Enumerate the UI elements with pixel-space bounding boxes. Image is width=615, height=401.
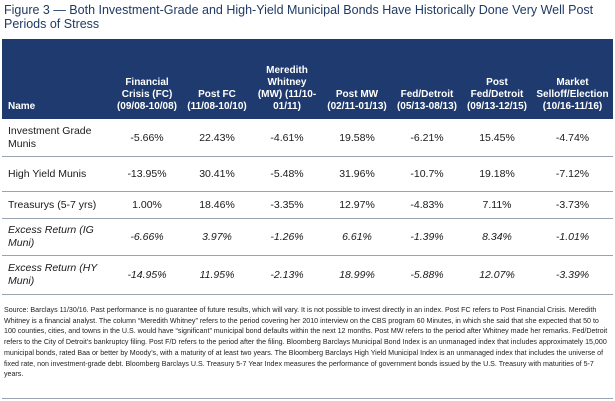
- table-row: Excess Return (IG Muni) -6.66% 3.97% -1.…: [2, 218, 613, 256]
- column-header-post-mw: Post MW (02/11-01/13): [322, 39, 392, 119]
- table-cell: -2.13%: [252, 255, 322, 295]
- table-cell: -6.21%: [392, 119, 462, 157]
- table-cell: 1.00%: [112, 191, 182, 219]
- table-row: Treasurys (5-7 yrs) 1.00% 18.46% -3.35% …: [2, 191, 613, 219]
- table-cell: -5.48%: [252, 156, 322, 192]
- table-cell: -1.39%: [392, 218, 462, 256]
- table-cell: 15.45%: [462, 119, 532, 157]
- table-cell: -1.01%: [532, 218, 613, 256]
- bottom-divider: [2, 398, 613, 399]
- column-header-post-fed-detroit: Post Fed/Detroit (09/13-12/15): [462, 39, 532, 119]
- returns-table: Name Financial Crisis (FC) (09/08-10/08)…: [2, 39, 613, 295]
- table-cell: 18.99%: [322, 255, 392, 295]
- column-header-market-selloff: Market Selloff/Election (10/16-11/16): [532, 39, 613, 119]
- table-row: High Yield Munis -13.95% 30.41% -5.48% 3…: [2, 156, 613, 192]
- table-cell: 31.96%: [322, 156, 392, 192]
- table-cell: 22.43%: [182, 119, 252, 157]
- table-cell: 12.97%: [322, 191, 392, 219]
- table-cell: -14.95%: [112, 255, 182, 295]
- table-cell: -6.66%: [112, 218, 182, 256]
- row-label: High Yield Munis: [2, 156, 112, 192]
- table-cell: -5.88%: [392, 255, 462, 295]
- table-cell: 8.34%: [462, 218, 532, 256]
- table-cell: 12.07%: [462, 255, 532, 295]
- table-cell: 18.46%: [182, 191, 252, 219]
- row-label: Treasurys (5-7 yrs): [2, 191, 112, 219]
- table-row: Excess Return (HY Muni) -14.95% 11.95% -…: [2, 255, 613, 295]
- table-cell: -10.7%: [392, 156, 462, 192]
- row-label: Excess Return (IG Muni): [2, 218, 112, 256]
- table-cell: -4.83%: [392, 191, 462, 219]
- table-cell: -7.12%: [532, 156, 613, 192]
- row-label: Investment Grade Munis: [2, 119, 112, 157]
- table-cell: -3.39%: [532, 255, 613, 295]
- table-cell: -4.74%: [532, 119, 613, 157]
- table-cell: 3.97%: [182, 218, 252, 256]
- table-cell: -3.73%: [532, 191, 613, 219]
- row-label: Excess Return (HY Muni): [2, 255, 112, 295]
- table-cell: -1.26%: [252, 218, 322, 256]
- table-cell: 19.58%: [322, 119, 392, 157]
- table-cell: 7.11%: [462, 191, 532, 219]
- table-header-row: Name Financial Crisis (FC) (09/08-10/08)…: [2, 39, 613, 119]
- table-cell: -5.66%: [112, 119, 182, 157]
- table-cell: -3.35%: [252, 191, 322, 219]
- column-header-fed-detroit: Fed/Detroit (05/13-08/13): [392, 39, 462, 119]
- figure-title: Figure 3 — Both Investment-Grade and Hig…: [4, 3, 594, 31]
- column-header-name: Name: [2, 39, 112, 119]
- table-cell: -13.95%: [112, 156, 182, 192]
- column-header-post-fc: Post FC (11/08-10/10): [182, 39, 252, 119]
- table-cell: 19.18%: [462, 156, 532, 192]
- table-cell: 11.95%: [182, 255, 252, 295]
- table-cell: -4.61%: [252, 119, 322, 157]
- column-header-financial-crisis: Financial Crisis (FC) (09/08-10/08): [112, 39, 182, 119]
- source-note: Source: Barclays 11/30/16. Past performa…: [4, 306, 608, 379]
- table-cell: 30.41%: [182, 156, 252, 192]
- column-header-meredith-whitney: Meredith Whitney (MW) (11/10-01/11): [252, 39, 322, 119]
- table-cell: 6.61%: [322, 218, 392, 256]
- table-row: Investment Grade Munis -5.66% 22.43% -4.…: [2, 119, 613, 157]
